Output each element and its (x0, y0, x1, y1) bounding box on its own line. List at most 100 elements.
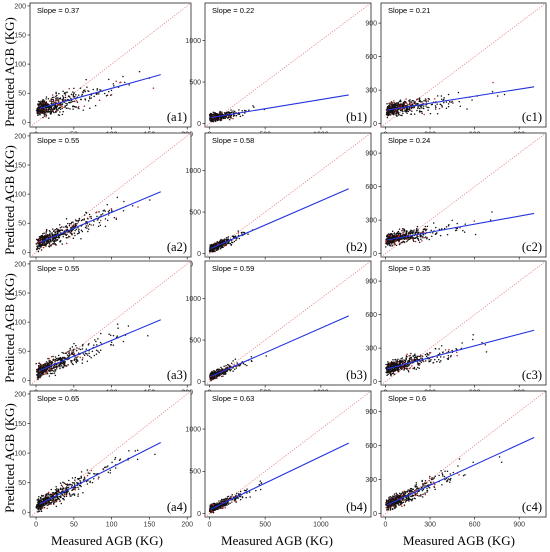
data-point (422, 107, 424, 109)
data-point (405, 358, 408, 360)
data-point (227, 366, 229, 368)
data-point (215, 242, 218, 245)
data-point (227, 238, 230, 241)
data-point (52, 108, 54, 111)
data-point (70, 230, 73, 233)
y-tick-label: 600 (365, 312, 377, 319)
data-point (49, 372, 52, 375)
data-point (426, 352, 428, 355)
data-point (45, 365, 47, 367)
data-point (40, 249, 43, 251)
data-point (95, 349, 98, 352)
data-point (96, 215, 98, 218)
data-point (391, 107, 393, 109)
data-point (420, 357, 422, 359)
x-tick-label: 200 (181, 522, 193, 529)
data-point (39, 375, 41, 377)
data-point (397, 230, 400, 233)
fit-line (39, 74, 161, 109)
data-point (399, 232, 401, 234)
data-point (97, 350, 99, 352)
data-point (413, 358, 416, 361)
data-point (114, 458, 116, 460)
data-point (71, 229, 73, 232)
y-tick-label: 0 (22, 510, 26, 517)
data-point (251, 360, 253, 363)
data-point (414, 232, 416, 234)
data-point (397, 369, 399, 372)
data-point (39, 113, 41, 116)
data-point (97, 338, 99, 340)
data-point (56, 488, 58, 490)
data-point (415, 227, 418, 230)
y-tick-label: 0 (373, 379, 377, 386)
data-point (89, 216, 91, 218)
data-point (61, 229, 64, 232)
data-point (68, 235, 70, 238)
data-point (412, 100, 415, 102)
data-point (214, 247, 217, 250)
data-point (49, 370, 51, 372)
data-point (471, 99, 473, 101)
data-point (399, 366, 401, 368)
data-point (408, 360, 411, 363)
data-point (78, 231, 81, 234)
data-point (224, 371, 226, 373)
data-point (221, 113, 223, 116)
data-point (48, 110, 51, 113)
data-point (394, 363, 396, 366)
data-point (99, 89, 102, 91)
data-point (243, 109, 246, 112)
data-point (68, 101, 70, 104)
data-point (400, 235, 402, 237)
data-point (98, 476, 100, 478)
data-point (393, 234, 396, 237)
data-point (392, 241, 394, 243)
data-point (420, 107, 423, 109)
data-point (217, 114, 220, 116)
fit-line (210, 94, 349, 119)
data-point (441, 104, 443, 107)
data-point (71, 489, 73, 492)
data-point (409, 103, 411, 105)
data-point (417, 362, 419, 365)
data-point (429, 112, 432, 115)
y-tick-label: 0 (22, 378, 26, 385)
data-point (69, 232, 72, 234)
data-point (59, 240, 62, 242)
data-point (77, 360, 79, 362)
data-point (72, 351, 75, 353)
data-point (43, 232, 45, 234)
data-point (80, 237, 82, 240)
data-point (396, 364, 398, 366)
data-point (62, 487, 64, 490)
data-point (408, 355, 410, 357)
data-point (94, 339, 96, 341)
data-point (438, 107, 441, 110)
y-tick-label: 200 (14, 391, 26, 398)
data-point (37, 372, 40, 374)
data-point (58, 365, 60, 367)
data-point (107, 210, 110, 213)
y-tick-label: 600 (365, 184, 377, 191)
data-point (75, 358, 78, 361)
y-tick-label: 50 (18, 349, 26, 356)
data-point (216, 369, 218, 372)
data-point (51, 369, 54, 372)
data-point (390, 370, 393, 372)
fit-line (386, 86, 535, 111)
data-point (38, 111, 40, 113)
data-point (116, 196, 119, 199)
data-point (385, 371, 387, 373)
data-point (38, 499, 40, 502)
data-point (68, 352, 71, 354)
data-point (213, 114, 216, 116)
data-point (407, 233, 410, 235)
data-point (210, 120, 212, 123)
data-point (59, 488, 62, 491)
data-point (447, 103, 450, 105)
data-point (58, 500, 61, 503)
data-point (54, 359, 56, 362)
data-point (43, 109, 46, 111)
data-point (436, 356, 439, 358)
